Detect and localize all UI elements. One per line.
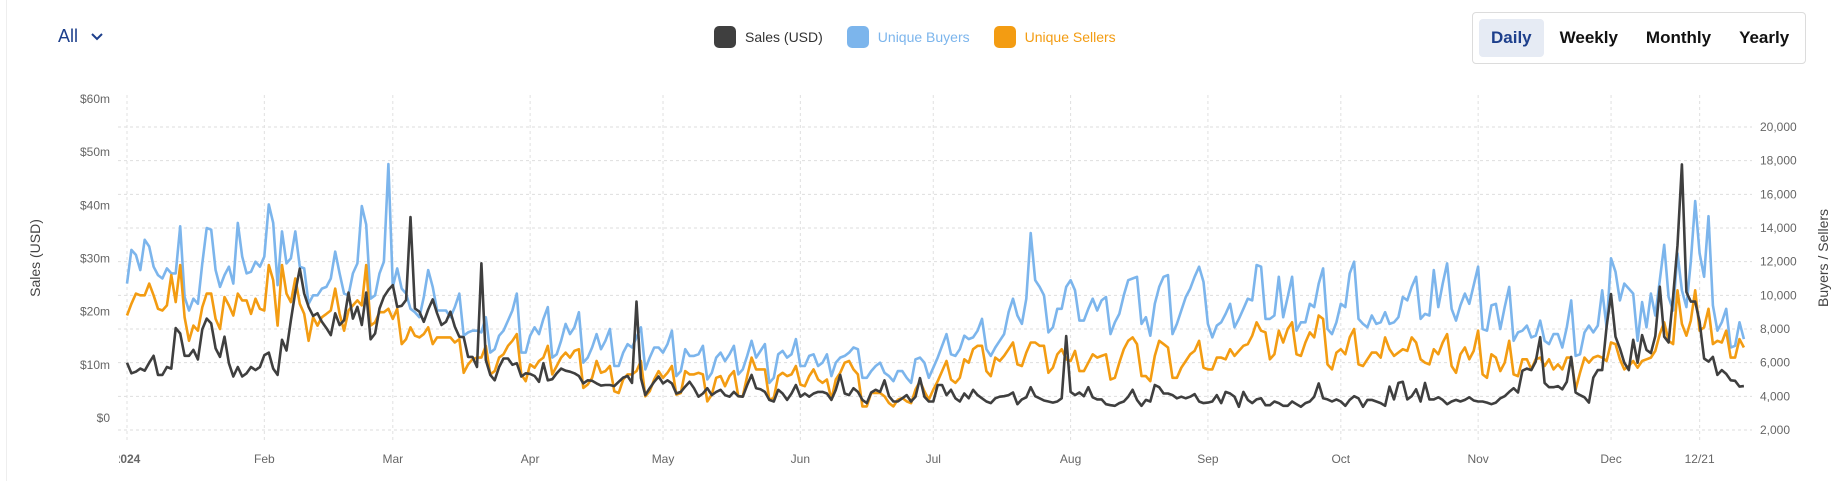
legend-item-unique-buyers[interactable]: Unique Buyers xyxy=(846,26,970,48)
right-y-tick-label: 2,000 xyxy=(1760,423,1790,437)
right-y-tick-label: 4,000 xyxy=(1760,389,1790,403)
right-y-tick-label: 8,000 xyxy=(1760,322,1790,336)
daily-button[interactable]: Daily xyxy=(1479,19,1544,57)
left-axis-title: Sales (USD) xyxy=(27,219,43,297)
card-border xyxy=(6,0,7,481)
chevron-down-icon xyxy=(91,32,103,40)
x-tick-label: Feb xyxy=(254,452,275,466)
legend-swatch-sellers xyxy=(993,26,1016,48)
x-tick-label: Mar xyxy=(382,452,403,466)
left-y-tick-label: $30m xyxy=(80,252,110,266)
right-y-tick-label: 18,000 xyxy=(1760,154,1797,168)
chart-legend: Sales (USD) Unique Buyers Unique Sellers xyxy=(714,26,1140,48)
right-y-tick-label: 6,000 xyxy=(1760,356,1790,370)
right-y-tick-label: 12,000 xyxy=(1760,255,1797,269)
right-y-tick-label: 10,000 xyxy=(1760,288,1797,302)
x-tick-label: 12/21 xyxy=(1685,452,1715,466)
x-tick-label: Jun xyxy=(791,452,810,466)
right-y-tick-label: 20,000 xyxy=(1760,120,1797,134)
x-tick-label: Dec xyxy=(1600,452,1621,466)
right-y-tick-label: 14,000 xyxy=(1760,221,1797,235)
x-axis: 2024 Feb Mar Apr May Jun Jul Aug Sep Oct Nov Dec 12/… xyxy=(114,452,1715,466)
left-y-tick-label: $0 xyxy=(97,411,111,425)
right-axis: 2,000 4,000 6,000 8,000 10,000 12,000 14,000 16… xyxy=(1760,120,1797,437)
left-axis: $0 $10m $20m $30m $40m $50m $60m xyxy=(80,92,110,425)
x-tick-label: Sep xyxy=(1197,452,1219,466)
x-tick-label: Nov xyxy=(1467,452,1488,466)
series-line-unique-sellers[interactable] xyxy=(125,263,1746,408)
left-y-tick-label: $20m xyxy=(80,305,110,319)
legend-swatch-sales xyxy=(714,26,736,48)
x-tick-label: 2024 xyxy=(114,452,141,466)
series-line-unique-buyers[interactable] xyxy=(125,162,1746,385)
x-tick-label: Oct xyxy=(1331,452,1350,466)
right-axis-title: Buyers / Sellers xyxy=(1815,209,1831,307)
legend-swatch-buyers xyxy=(846,26,869,48)
left-y-tick-label: $60m xyxy=(80,92,110,106)
x-tick-label: Apr xyxy=(521,452,540,466)
monthly-button[interactable]: Monthly xyxy=(1645,28,1712,47)
x-tick-label: Aug xyxy=(1060,452,1081,466)
legend-label-sales: Sales (USD) xyxy=(745,29,823,45)
legend-item-unique-sellers[interactable]: Unique Sellers xyxy=(993,26,1116,48)
grid-lines xyxy=(118,95,1752,442)
left-y-tick-label: $50m xyxy=(80,145,110,159)
legend-item-sales[interactable]: Sales (USD) xyxy=(714,26,823,48)
series-line-sales-usd[interactable] xyxy=(125,163,1745,409)
filter-label: All xyxy=(58,26,79,46)
x-tick-label: Jul xyxy=(926,452,941,466)
right-y-tick-label: 16,000 xyxy=(1760,187,1797,201)
yearly-button[interactable]: Yearly xyxy=(1739,28,1790,47)
x-tick-label: May xyxy=(652,452,675,466)
left-y-tick-label: $40m xyxy=(80,198,110,212)
left-y-tick-label: $10m xyxy=(80,358,110,372)
legend-label-sellers: Unique Sellers xyxy=(1024,29,1116,45)
weekly-button[interactable]: Weekly xyxy=(1559,28,1618,47)
interval-selector: Daily Weekly Monthly Yearly xyxy=(1472,12,1806,64)
category-filter-dropdown[interactable]: All xyxy=(58,26,104,47)
series-lines xyxy=(125,162,1746,409)
legend-label-buyers: Unique Buyers xyxy=(877,29,970,45)
